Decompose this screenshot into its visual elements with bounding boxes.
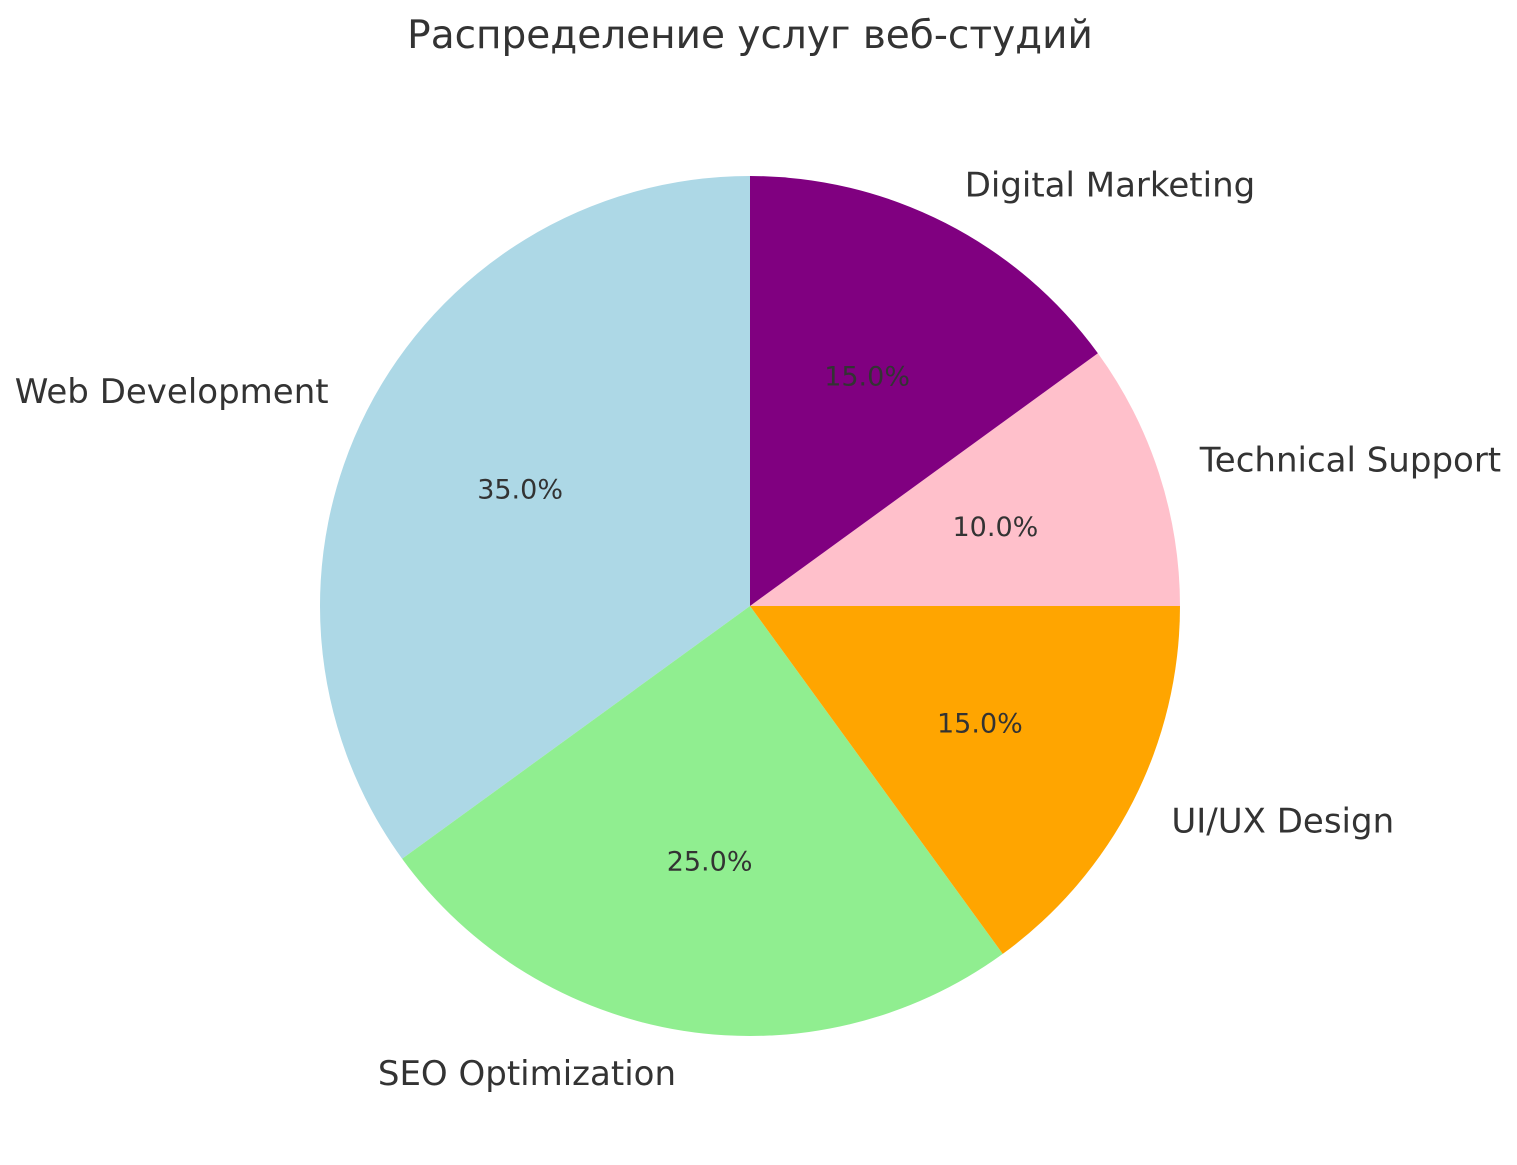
pie-percent-ui-ux-design: 15.0% [937,709,1023,740]
pie-label-digital-marketing: Digital Marketing [965,166,1256,206]
pie-percent-web-development: 35.0% [477,474,563,505]
pie-percent-digital-marketing: 15.0% [824,362,910,393]
pie-slice-technical-support [750,353,1180,606]
pie-slice-web-development [319,176,750,859]
pie-label-technical-support: Technical Support [1199,441,1501,481]
pie-slice-digital-marketing [750,176,1098,606]
pie-label-ui-ux-design: UI/UX Design [1171,802,1394,842]
pie-label-web-development: Web Development [15,372,329,412]
pie-slice-ui-ux-design [750,606,1180,954]
pie-slice-seo-optimization [402,606,1003,1037]
pie-percent-technical-support: 10.0% [953,512,1039,543]
chart-title: Распределение услуг веб-студий [407,13,1093,58]
pie-label-seo-optimization: SEO Optimization [378,1054,676,1094]
pie-percent-seo-optimization: 25.0% [667,846,753,877]
